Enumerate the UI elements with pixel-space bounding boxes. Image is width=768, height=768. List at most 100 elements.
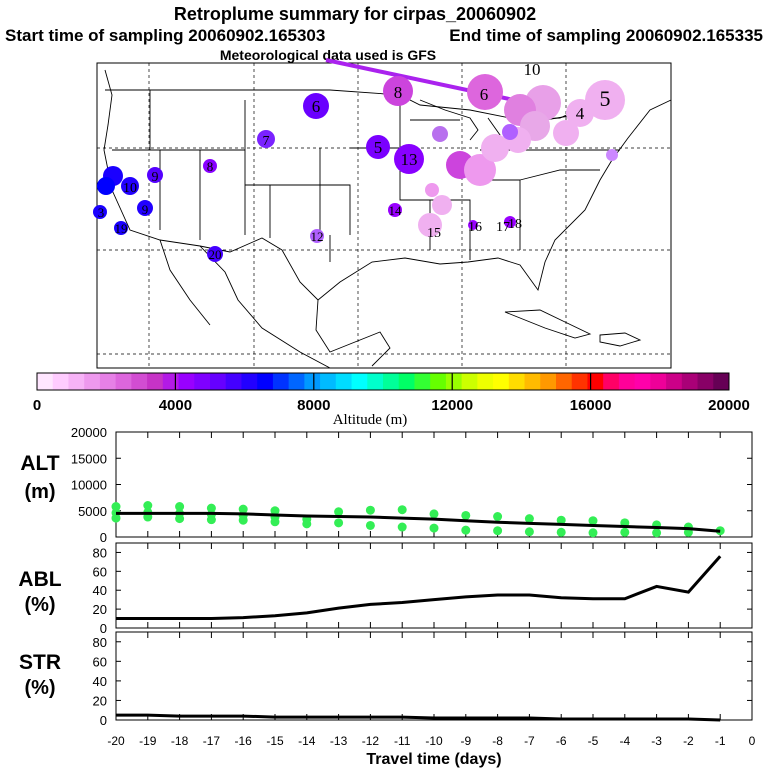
alt-data-point (493, 526, 503, 536)
alt-data-point (524, 514, 534, 524)
plume-label: 20 (209, 247, 222, 262)
alt-data-point (334, 518, 344, 528)
colorbar-swatch (131, 373, 148, 390)
plume-circle (207, 246, 223, 262)
colorbar-swatch (241, 373, 258, 390)
colorbar-swatch (272, 373, 290, 390)
y-tick-label: 80 (93, 545, 107, 560)
x-tick-label: -7 (524, 734, 535, 748)
plume-label: 10 (123, 181, 137, 196)
plume-circle (394, 144, 424, 174)
panel-ylabel-unit: (%) (24, 677, 55, 699)
x-tick-label: -1 (715, 734, 726, 748)
x-tick-label: -18 (171, 734, 189, 748)
plume-label: 6 (480, 85, 489, 104)
alt-data-point (111, 513, 121, 523)
plume-circle (93, 205, 107, 219)
colorbar-swatch (320, 373, 337, 390)
alt-data-point (270, 517, 280, 527)
plume-circle (310, 229, 324, 243)
plume-circle (502, 124, 518, 140)
plume-label: 9 (142, 202, 149, 217)
colorbar-swatch (430, 373, 447, 390)
colorbar-swatch (697, 373, 714, 390)
colorbar-swatch (210, 373, 227, 390)
plume-label: 10 (524, 60, 541, 79)
y-tick-label: 60 (93, 564, 107, 579)
alt-data-point (429, 509, 439, 519)
alt-data-point (556, 527, 566, 537)
plume-circles (93, 74, 625, 262)
map-panel: 10 8 6 5 4 6 7 5 13 8 9 10 3 9 14 12 20 … (93, 58, 672, 369)
plume-circle (432, 195, 452, 215)
time-series-panels: 20000 15000 10000 5000 0 ALT (m) 80 60 40 20 0 ABL (%… (18, 425, 755, 768)
x-tick-label: -13 (330, 734, 348, 748)
panel-ylabel: ALT (20, 452, 59, 475)
alt-data-point (429, 523, 439, 533)
y-tick-label: 40 (93, 674, 107, 689)
x-tick-label: -4 (619, 734, 630, 748)
x-tick-label: -3 (651, 734, 662, 748)
plume-label: 6 (312, 97, 321, 116)
plume-label: 3 (98, 205, 105, 220)
y-tick-label: 5000 (78, 504, 107, 519)
colorbar-swatch (666, 373, 683, 390)
colorbar-swatch (288, 373, 305, 390)
colorbar-swatch (524, 373, 541, 390)
plume-circle (481, 134, 509, 162)
plume-circle (121, 177, 139, 195)
x-tick-label: -2 (683, 734, 694, 748)
colorbar-tick-label: 16000 (570, 397, 612, 414)
plume-circle (467, 74, 503, 110)
alt-data-point (556, 515, 566, 525)
us-outline (103, 69, 672, 301)
panel-frame (115, 542, 753, 629)
plume-circle (366, 135, 390, 159)
y-tick-label: 20000 (71, 425, 107, 440)
plume-label: 4 (576, 104, 585, 123)
plume-label: 7 (263, 134, 270, 149)
y-tick-label: 60 (93, 654, 107, 669)
x-tick-label: -12 (362, 734, 380, 748)
colorbar-tick-label: 4000 (159, 397, 192, 414)
baja-outline (159, 239, 211, 326)
panel-ylabel-unit: (m) (24, 481, 55, 503)
alt-data-point (270, 506, 280, 516)
colorbar-swatch (571, 373, 588, 390)
plume-circle (147, 167, 163, 183)
plume-circle (137, 200, 153, 216)
start-time-label: Start time of sampling 20060902.165303 (5, 26, 325, 45)
x-tick-label: 0 (749, 734, 756, 748)
plume-circle (388, 203, 402, 217)
plume-label: 9 (152, 170, 159, 185)
chart-title: Retroplume summary for cirpas_20060902 (174, 4, 536, 24)
state-lines (112, 90, 620, 262)
y-tick-label: 10000 (71, 478, 107, 493)
colorbar-swatch (587, 373, 604, 390)
colorbar-swatch (84, 373, 101, 390)
alt-data-point (588, 528, 598, 538)
alt-data-point (238, 504, 248, 514)
plume-labels: 10 8 6 5 4 6 7 5 13 8 9 10 3 9 14 12 20 … (98, 60, 611, 262)
plume-label: 5 (374, 138, 383, 157)
alt-data-point (524, 527, 534, 537)
colorbar-swatch (414, 373, 431, 390)
plume-circle (464, 154, 496, 186)
plume-circle (303, 93, 329, 119)
plume-circle (418, 213, 442, 237)
colorbar-swatch (540, 373, 557, 390)
x-axis-label: Travel time (days) (366, 751, 501, 768)
colorbar-swatch (52, 373, 69, 390)
met-data-label: Meteorological data used is GFS (220, 47, 436, 63)
panel-frame (115, 631, 753, 721)
colorbar-swatch (650, 373, 667, 390)
x-tick-label: -10 (425, 734, 443, 748)
panel-ylabel: STR (19, 651, 61, 674)
plume-label: 8 (207, 159, 214, 174)
colorbar-swatch (681, 373, 699, 390)
plume-circle (432, 126, 448, 142)
colorbar-swatch (68, 373, 85, 390)
colorbar-swatch (634, 373, 651, 390)
alt-data-point (206, 515, 216, 525)
